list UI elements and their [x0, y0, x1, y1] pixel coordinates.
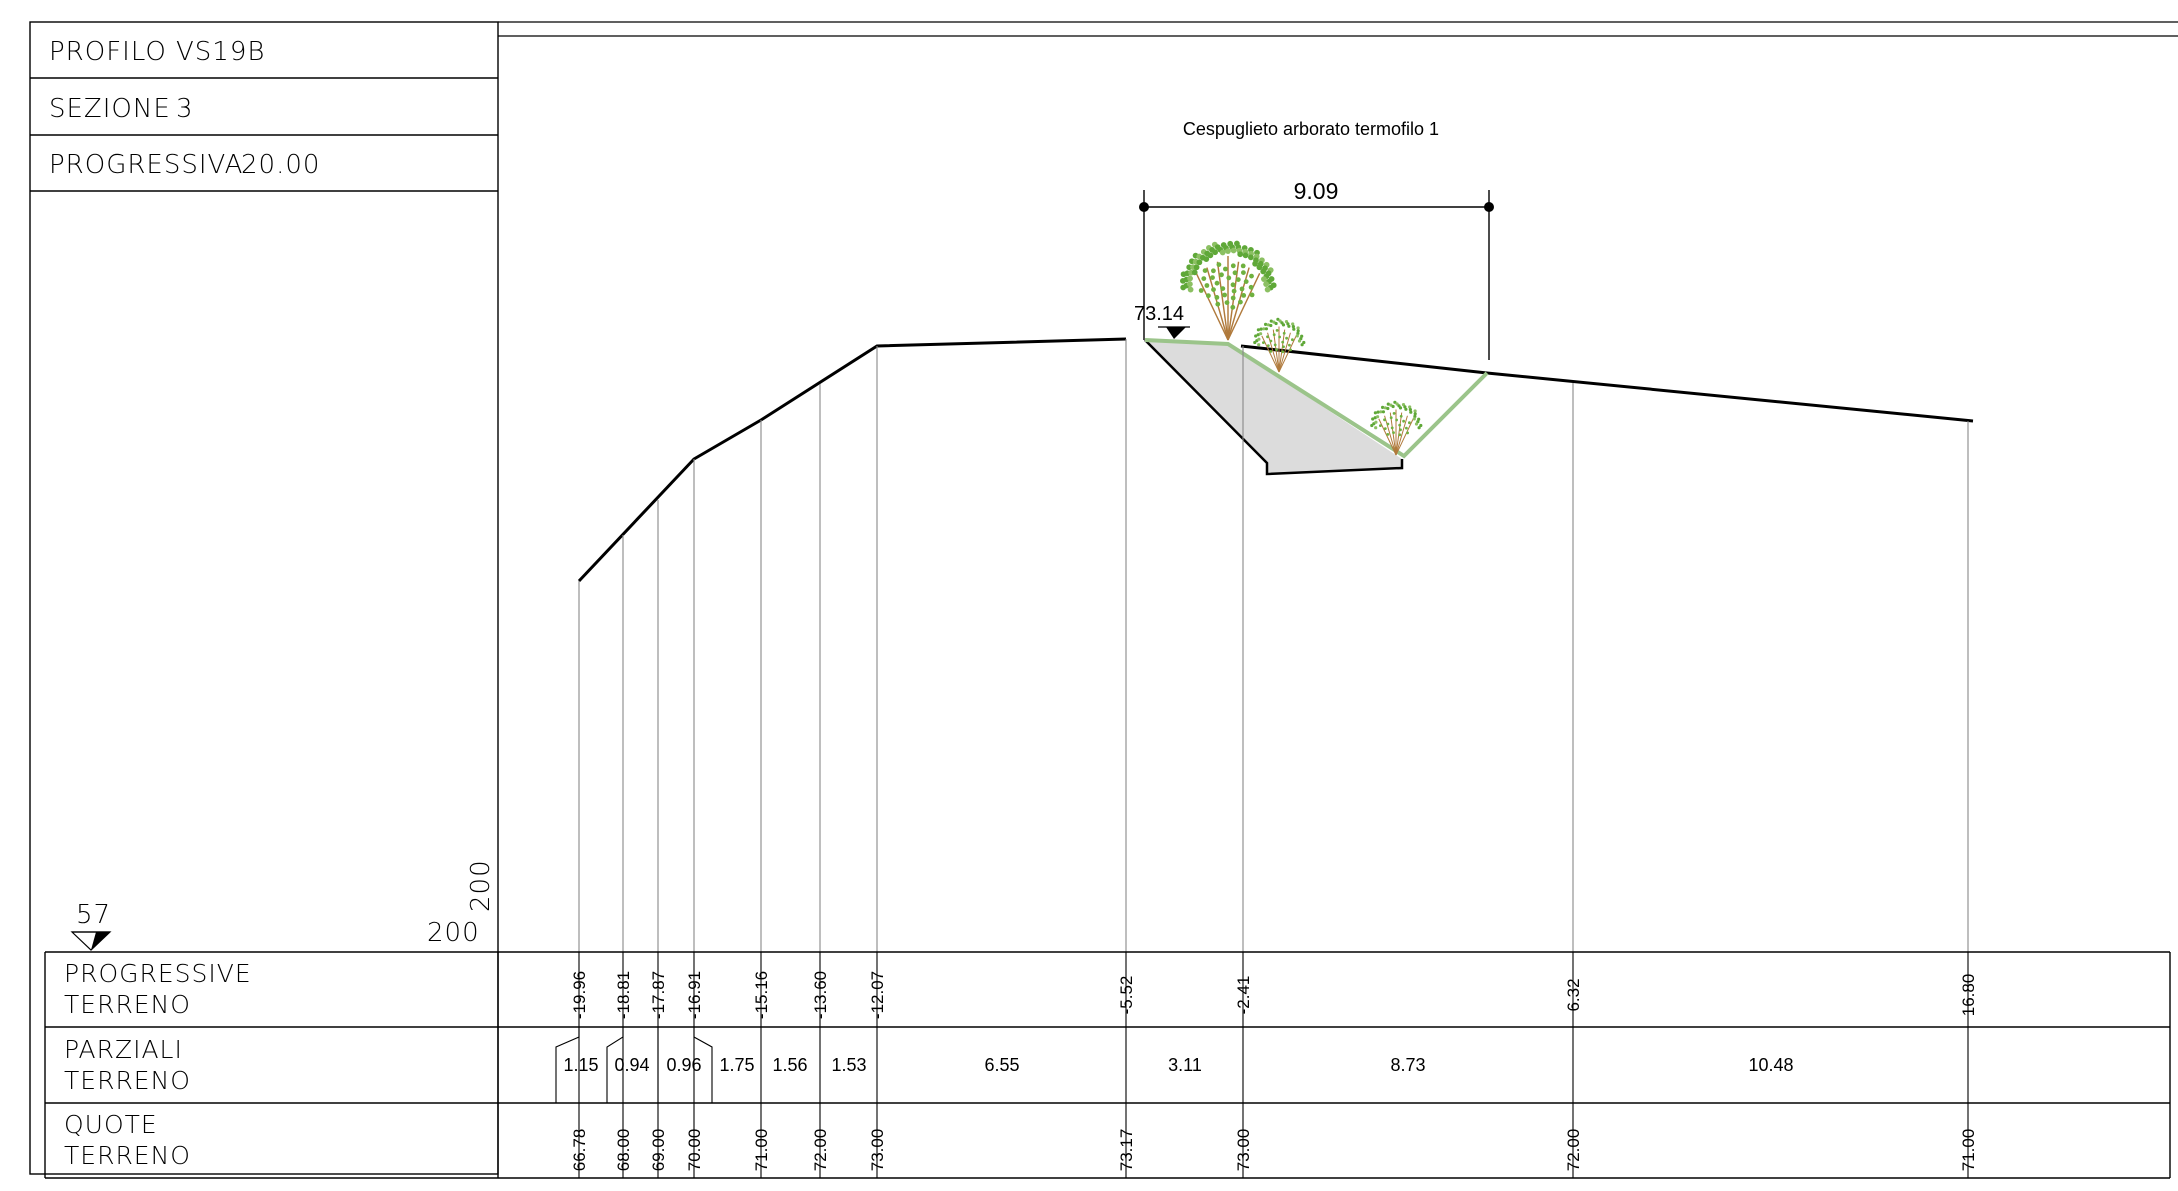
partial-labels: 1.15 0.94 0.96 1.75 1.56 1.53 6.55 3.11 8.73 10.4…: [555, 1027, 1794, 1103]
width-dimension: 9.09: [1139, 178, 1494, 360]
scale-marker: 57 200 200: [70, 859, 496, 951]
top-elevation-label: 73.14: [1134, 303, 1184, 325]
station-quota: 72.00: [811, 1129, 830, 1172]
tree-small-icon: [1370, 400, 1423, 456]
sezione-label: SEZIONE: [49, 94, 171, 124]
row-progressive-line1: PROGRESSIVE: [64, 959, 252, 988]
width-dimension-label: 9.09: [1294, 178, 1339, 204]
station-quota: 71.00: [1959, 1129, 1978, 1172]
station-progressiva: -12.07: [868, 971, 887, 1019]
row-parziali-line1: PARZIALI: [64, 1035, 183, 1064]
drawing-frame: [498, 21, 2178, 37]
top-elevation-marker: 73.14: [1134, 303, 1190, 339]
sezione-value: 3: [176, 94, 194, 124]
partial-value: 0.94: [614, 1055, 649, 1075]
station-quota: 71.00: [752, 1129, 771, 1172]
progressiva-value: 20.00: [241, 150, 320, 180]
tree-large-icon: [1180, 240, 1277, 341]
partial-value: 8.73: [1390, 1055, 1425, 1075]
elevation-triangle-icon: [1166, 327, 1186, 339]
station-progressiva: -15.16: [752, 971, 771, 1019]
progressiva-label: PROGRESSIVA: [49, 150, 243, 180]
station-progressiva: -17.87: [649, 971, 668, 1019]
station-quota: 68.00: [614, 1129, 633, 1172]
station-quota: 70.00: [685, 1129, 704, 1172]
station-progressiva: -5.52: [1117, 976, 1136, 1015]
row-parziali-line2: TERRENO: [64, 1066, 191, 1095]
station-progressiva: 16.80: [1959, 974, 1978, 1017]
planting-line: [1144, 338, 1489, 459]
station-quota: 69.00: [649, 1129, 668, 1172]
station-quota: 73.17: [1117, 1129, 1136, 1172]
station-quota: 73.00: [868, 1129, 887, 1172]
data-table: PROGRESSIVE TERRENO PARZIALI TERRENO QUO…: [44, 951, 2171, 1179]
station-progressiva: -2.41: [1234, 976, 1253, 1015]
scale-vertical: 200: [466, 859, 496, 912]
excavation-fill: [1145, 340, 1402, 474]
station-lines: [578, 339, 1969, 1178]
station-progressiva: -19.96: [570, 971, 589, 1019]
header-box: PROFILO VS19B SEZIONE 3 PROGRESSIVA 20.0…: [29, 21, 499, 1175]
partial-value: 1.75: [719, 1055, 754, 1075]
terrain-line-left: [577, 337, 1127, 583]
row-progressive-line2: TERRENO: [64, 990, 191, 1019]
partial-value: 1.56: [772, 1055, 807, 1075]
scale-horizontal: 200: [427, 918, 480, 948]
station-quota: 72.00: [1564, 1129, 1583, 1172]
partial-value: 3.11: [1168, 1055, 1202, 1075]
excavation-outline: [1144, 339, 1404, 476]
station-quota: 66.78: [570, 1129, 589, 1172]
row-quote-line1: QUOTE: [64, 1110, 158, 1139]
terrain-line-right: [1240, 344, 1974, 423]
profilo-value: VS19B: [176, 37, 265, 67]
partial-value: 1.15: [563, 1055, 598, 1075]
station-quota: 73.00: [1234, 1129, 1253, 1172]
trees: [1180, 240, 1423, 456]
excavation: [1144, 338, 1489, 476]
reference-elevation: 57: [76, 900, 111, 930]
station-labels: -19.96 66.78 -18.81 68.00 -17.87 69.00 -16.91 7…: [570, 971, 1978, 1171]
station-progressiva: -18.81: [614, 971, 633, 1019]
profilo-label: PROFILO: [49, 37, 167, 67]
tree-medium-icon: [1253, 317, 1306, 373]
scale-triangle-fill-icon: [91, 932, 110, 950]
partial-value: 1.53: [831, 1055, 866, 1075]
row-quote-line2: TERRENO: [64, 1141, 191, 1170]
partial-value: 10.48: [1748, 1055, 1793, 1075]
partial-value: 0.96: [666, 1055, 701, 1075]
partial-value: 6.55: [984, 1055, 1019, 1075]
station-progressiva: -13.60: [811, 971, 830, 1019]
vegetation-label: Cespuglieto arborato termofilo 1: [1183, 119, 1439, 139]
station-progressiva: 6.32: [1564, 978, 1583, 1011]
station-progressiva: -16.91: [685, 971, 704, 1019]
